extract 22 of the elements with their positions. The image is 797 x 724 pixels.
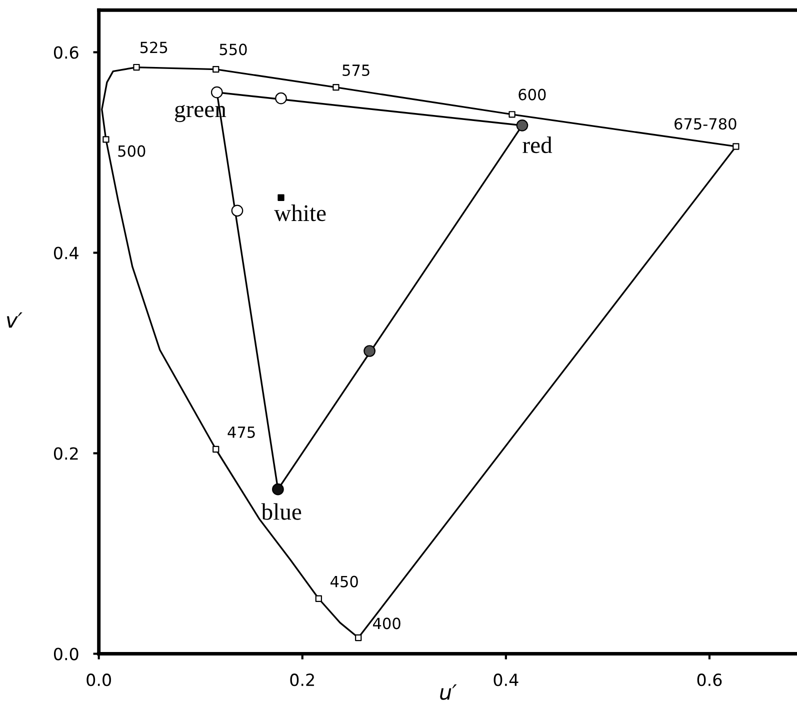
- y-tick-label: 0.2: [54, 447, 78, 460]
- y-tick-label: 0.4: [54, 246, 78, 260]
- annotation: 600: [518, 88, 546, 100]
- annotation: 500: [118, 145, 146, 157]
- x-tick-label: 0.4: [494, 674, 518, 686]
- annotation: 575: [342, 64, 370, 76]
- y-tick-label: 0.6: [54, 46, 78, 59]
- annotation: 675-780: [674, 118, 736, 130]
- annotation: 550: [220, 44, 247, 56]
- annotation: 400: [372, 618, 400, 630]
- annotation: 525: [140, 42, 168, 54]
- annotation: red: [522, 136, 552, 154]
- y-tick-label: 0.0: [54, 648, 78, 660]
- x-tick-label: 0.2: [290, 674, 314, 686]
- x-axis-title: u′: [440, 684, 457, 700]
- y-axis-title: v′: [6, 312, 22, 328]
- annotation: blue: [261, 503, 302, 520]
- annotation: 450: [330, 576, 358, 588]
- annotation: 475: [228, 426, 255, 438]
- x-tick-label: 0.0: [86, 674, 111, 686]
- annotation: white: [274, 204, 326, 222]
- x-tick-label: 0.6: [697, 674, 722, 686]
